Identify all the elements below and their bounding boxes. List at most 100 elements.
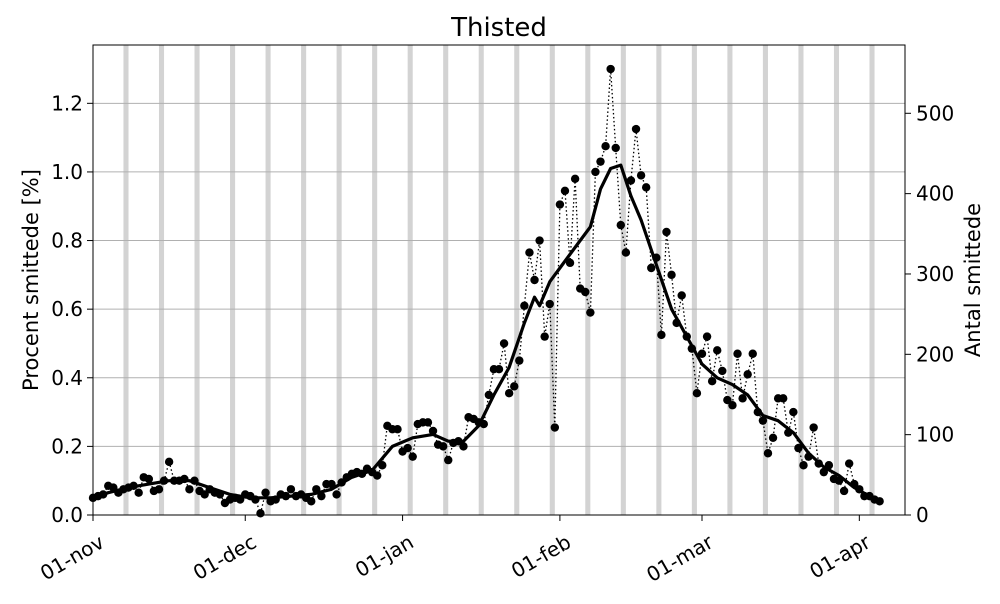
data-point <box>423 418 433 427</box>
data-point <box>738 394 747 403</box>
smoothed-series-line <box>92 163 881 503</box>
x-tick-label: 01-mar <box>642 529 718 586</box>
weekend-band <box>833 45 840 515</box>
y-tick-label: 0.6 <box>51 297 83 321</box>
data-point <box>621 248 631 257</box>
y-tick-label: 0.2 <box>51 434 83 458</box>
data-point <box>794 443 803 453</box>
y-tick-label: 0.8 <box>51 229 83 253</box>
plot-frame <box>92 44 906 516</box>
data-point <box>697 349 707 358</box>
data-point <box>504 389 514 398</box>
data-point <box>626 176 636 185</box>
weekend-band <box>301 45 307 515</box>
weekend-band <box>336 45 342 515</box>
data-point <box>819 467 828 477</box>
weekend-band <box>478 45 484 515</box>
data-point <box>494 364 504 374</box>
data-point <box>631 124 641 134</box>
weekend-band <box>798 45 804 515</box>
data-point <box>581 287 590 297</box>
data-point <box>702 332 712 341</box>
data-point <box>743 370 752 379</box>
weekend-band <box>585 45 591 515</box>
x-tick-label: 01-feb <box>507 530 575 583</box>
x-tick-label: 01-nov <box>36 530 108 586</box>
data-point <box>647 263 656 273</box>
data-point <box>256 509 265 518</box>
data-point <box>768 433 778 443</box>
data-point <box>601 142 610 151</box>
data-point <box>596 157 605 166</box>
data-point <box>164 457 174 467</box>
y-axis-label: Procent smittede [%] <box>19 169 43 391</box>
y2-tick-label: 400 <box>916 182 954 206</box>
data-point <box>779 394 788 403</box>
data-point <box>428 426 438 436</box>
weekend-band <box>372 45 378 515</box>
y2-tick-label: 300 <box>916 262 954 286</box>
weekend-band <box>265 45 271 515</box>
data-point <box>606 64 615 74</box>
data-point <box>510 382 519 391</box>
x-tick-label: 01-jan <box>351 530 418 582</box>
data-point <box>728 401 737 410</box>
weekend-band <box>194 45 200 515</box>
data-point <box>540 332 549 341</box>
data-point <box>520 301 529 310</box>
data-point <box>733 349 742 358</box>
data-point <box>611 143 620 153</box>
y2-tick-label: 500 <box>916 101 954 125</box>
data-point <box>565 258 575 268</box>
data-point <box>839 486 849 496</box>
data-point <box>636 171 646 180</box>
data-point <box>499 339 509 348</box>
data-point <box>723 395 732 405</box>
data-point <box>144 474 154 484</box>
y-tick-label: 0.0 <box>51 503 83 527</box>
y-tick-label: 1.2 <box>51 91 83 115</box>
data-point <box>758 416 768 425</box>
data-point <box>591 167 600 177</box>
data-point <box>393 425 402 434</box>
data-point <box>560 186 570 196</box>
data-point <box>657 330 666 340</box>
data-point <box>515 356 524 365</box>
data-point <box>586 308 595 317</box>
data-point <box>307 497 316 506</box>
data-point <box>373 471 382 480</box>
data-point <box>134 488 143 497</box>
data-point <box>692 389 702 398</box>
y2-tick-label: 100 <box>916 423 954 447</box>
weekend-band <box>158 45 165 515</box>
weekend-band <box>443 45 449 515</box>
data-point <box>444 455 453 465</box>
weekend-band <box>691 45 697 515</box>
y-tick-label: 0.4 <box>51 366 83 390</box>
weekend-band <box>869 45 875 515</box>
data-point <box>438 442 448 451</box>
data-point <box>530 275 539 285</box>
data-point <box>799 461 808 470</box>
data-point <box>616 220 625 230</box>
data-point <box>525 248 534 257</box>
y2-tick-label: 200 <box>916 342 954 366</box>
weekend-band <box>656 45 662 515</box>
weekend-band <box>727 45 733 515</box>
data-point <box>332 490 341 499</box>
data-point <box>555 200 565 209</box>
data-point <box>713 346 722 355</box>
data-point <box>459 442 468 451</box>
data-point <box>261 488 270 497</box>
data-point <box>154 485 164 494</box>
data-point <box>550 423 560 432</box>
data-point <box>844 459 854 468</box>
data-point <box>789 407 798 417</box>
data-point <box>809 423 818 432</box>
weekend-band <box>514 45 520 515</box>
data-point <box>718 366 727 376</box>
data-point <box>286 485 296 494</box>
data-point <box>403 443 412 453</box>
